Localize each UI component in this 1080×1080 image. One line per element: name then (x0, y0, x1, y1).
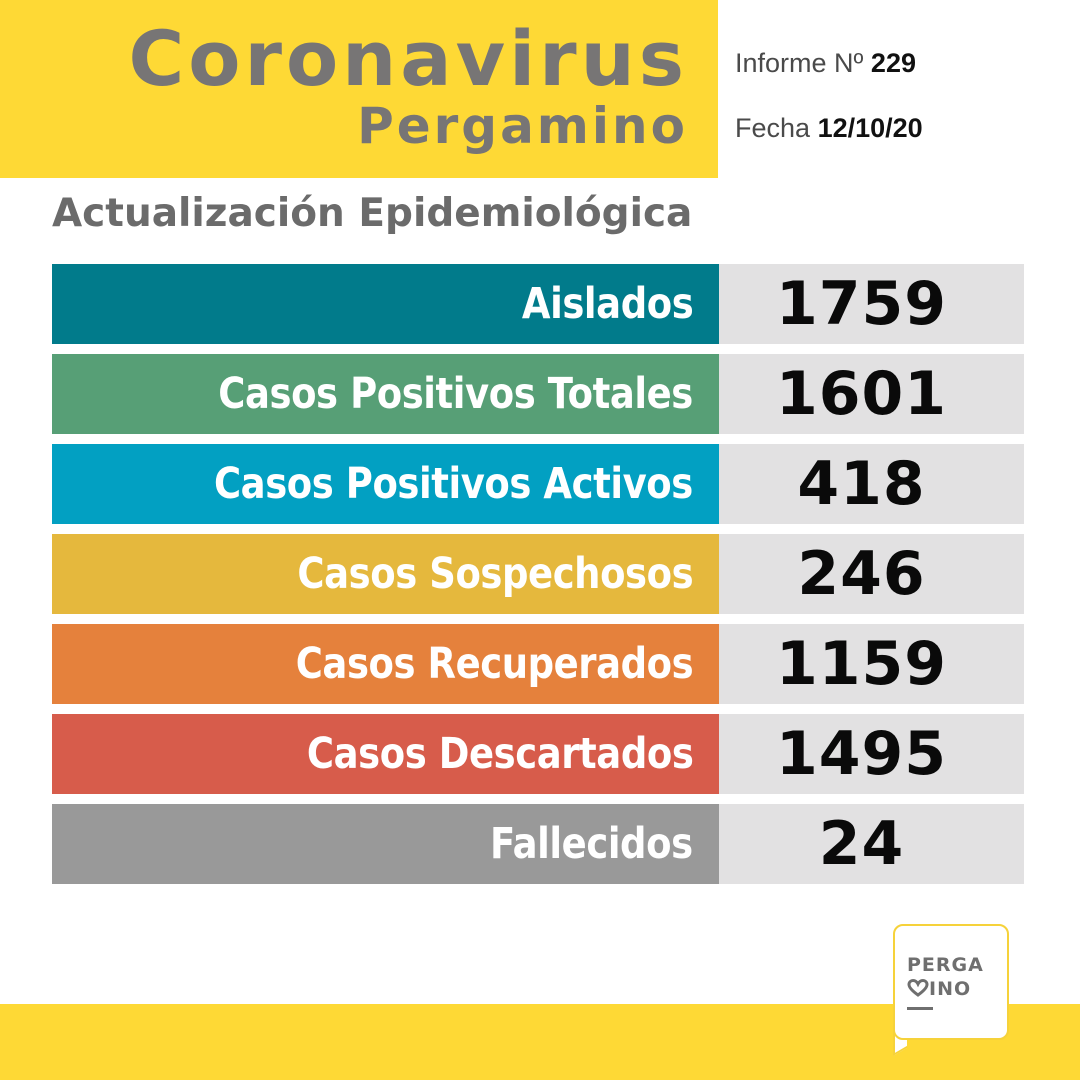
stat-label: Casos Sospechosos (297, 549, 693, 599)
stat-value-box: 1159 (719, 624, 1024, 704)
stat-label: Casos Positivos Totales (218, 369, 693, 419)
stat-value: 1601 (776, 359, 947, 429)
page-title: Coronavirus (128, 14, 688, 103)
stat-value-box: 1495 (719, 714, 1024, 794)
stat-value-box: 246 (719, 534, 1024, 614)
logo-text-line1: PERGA (907, 954, 984, 976)
stat-value: 1159 (776, 629, 947, 699)
stat-row-casos-descartados: Casos Descartados 1495 (52, 714, 1024, 794)
logo-text-line2: INO (907, 978, 971, 1000)
stat-label: Casos Positivos Activos (214, 459, 693, 509)
report-number-line: Informe Nº 229 (735, 48, 916, 79)
date-value: 12/10/20 (817, 113, 923, 143)
report-date-line: Fecha 12/10/20 (735, 113, 923, 144)
stat-value-box: 418 (719, 444, 1024, 524)
stat-label-box: Casos Positivos Totales (52, 354, 719, 434)
stat-label: Aislados (521, 279, 694, 329)
header-band (0, 0, 718, 178)
report-number: 229 (870, 48, 916, 78)
page-subtitle: Pergamino (357, 97, 688, 155)
stat-label: Casos Recuperados (295, 639, 693, 689)
stat-label-box: Fallecidos (52, 804, 719, 884)
heart-icon (907, 978, 929, 997)
stat-value-box: 1601 (719, 354, 1024, 434)
stat-label: Casos Descartados (306, 729, 693, 779)
stat-label: Fallecidos (490, 819, 693, 869)
date-label: Fecha (735, 113, 811, 143)
stat-label-box: Casos Sospechosos (52, 534, 719, 614)
stat-value: 418 (797, 449, 926, 519)
logo-text-ino: INO (929, 978, 972, 1000)
stat-row-casos-recuperados: Casos Recuperados 1159 (52, 624, 1024, 704)
stat-value: 24 (818, 809, 905, 879)
stat-label-box: Casos Positivos Activos (52, 444, 719, 524)
stat-row-aislados: Aislados 1759 (52, 264, 1024, 344)
stat-row-fallecidos: Fallecidos 24 (52, 804, 1024, 884)
stat-row-casos-sospechosos: Casos Sospechosos 246 (52, 534, 1024, 614)
logo-underline (907, 1007, 933, 1010)
stat-label-box: Casos Descartados (52, 714, 719, 794)
stat-value-box: 24 (719, 804, 1024, 884)
stat-row-casos-positivos-totales: Casos Positivos Totales 1601 (52, 354, 1024, 434)
stat-value: 246 (797, 539, 926, 609)
stat-value: 1759 (776, 269, 947, 339)
stat-row-casos-positivos-activos: Casos Positivos Activos 418 (52, 444, 1024, 524)
stat-label-box: Aislados (52, 264, 719, 344)
stat-label-box: Casos Recuperados (52, 624, 719, 704)
section-title: Actualización Epidemiológica (52, 191, 693, 236)
stat-value: 1495 (776, 719, 947, 789)
stat-value-box: 1759 (719, 264, 1024, 344)
report-label: Informe Nº (735, 48, 864, 78)
